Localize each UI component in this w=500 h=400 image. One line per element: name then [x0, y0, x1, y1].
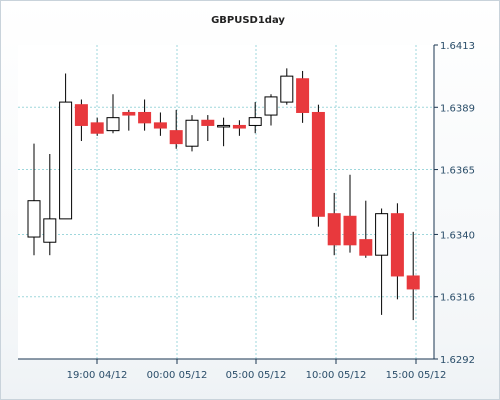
candle-body-down: [327, 213, 341, 246]
x-tick-label: 10:00 05/12: [306, 370, 367, 381]
x-tick-label: 05:00 05/12: [226, 370, 287, 381]
candle: [390, 203, 404, 300]
candle: [122, 109, 136, 131]
candle-body-down: [359, 239, 373, 256]
candle: [280, 68, 294, 105]
y-tick-label: 1.6413: [440, 41, 475, 52]
candle: [153, 112, 167, 136]
candle: [296, 70, 310, 123]
candle-body-down: [232, 124, 246, 129]
candle-body-up: [59, 101, 73, 220]
grid: [18, 45, 434, 359]
candle: [375, 208, 389, 315]
candle: [327, 192, 341, 256]
chart-title: GBPUSD1day: [211, 15, 285, 26]
candle: [185, 115, 199, 152]
x-tick-label: 00:00 05/12: [147, 370, 208, 381]
candle-body-down: [153, 122, 167, 129]
candle-body-up: [217, 124, 231, 128]
candle-body-up: [280, 75, 294, 103]
candle: [248, 102, 262, 134]
candles: [27, 68, 420, 321]
candle: [74, 99, 88, 142]
y-tick-label: 1.6389: [440, 103, 475, 114]
candle-body-down: [311, 111, 325, 217]
candle-body-down: [122, 111, 136, 116]
candle-body-down: [296, 78, 310, 113]
x-tick-label: 15:00 05/12: [386, 370, 447, 381]
candle: [43, 153, 57, 256]
labels: GBPUSD1day 1.6413 1.6389 1.6365 1.6340 1.631…: [67, 15, 475, 381]
candle: [27, 143, 41, 256]
candle: [264, 94, 278, 126]
candle: [138, 99, 152, 131]
candle-body-up: [264, 96, 278, 116]
candle-body-down: [169, 130, 183, 145]
y-tick-label: 1.6365: [440, 166, 475, 177]
candle: [311, 104, 325, 227]
candle: [232, 120, 246, 136]
y-tick-label: 1.6340: [440, 230, 475, 241]
candle: [59, 73, 73, 220]
candle-body-up: [106, 117, 120, 132]
candle-body-down: [90, 122, 104, 134]
candle: [217, 117, 231, 147]
candle-body-up: [248, 117, 262, 126]
y-tick-label: 1.6292: [440, 355, 475, 366]
axes: [18, 44, 438, 364]
candle-body-down: [74, 104, 88, 126]
candle-body-down: [343, 215, 357, 246]
candle-body-up: [27, 200, 41, 238]
candle-body-down: [406, 275, 420, 290]
x-tick-label: 19:00 04/12: [67, 370, 128, 381]
candle: [201, 115, 215, 142]
candle: [90, 117, 104, 136]
candle-body-down: [390, 213, 404, 277]
y-tick-label: 1.6316: [440, 293, 475, 304]
candle-body-down: [138, 111, 152, 124]
candle-body-down: [201, 119, 215, 126]
candle: [359, 200, 373, 258]
candle: [343, 174, 357, 253]
plot-area: [18, 45, 434, 359]
candle: [106, 94, 120, 134]
candle-body-up: [375, 213, 389, 256]
candle: [406, 231, 420, 321]
candle-body-up: [185, 119, 199, 147]
candle: [169, 109, 183, 149]
candle-body-up: [43, 218, 57, 243]
